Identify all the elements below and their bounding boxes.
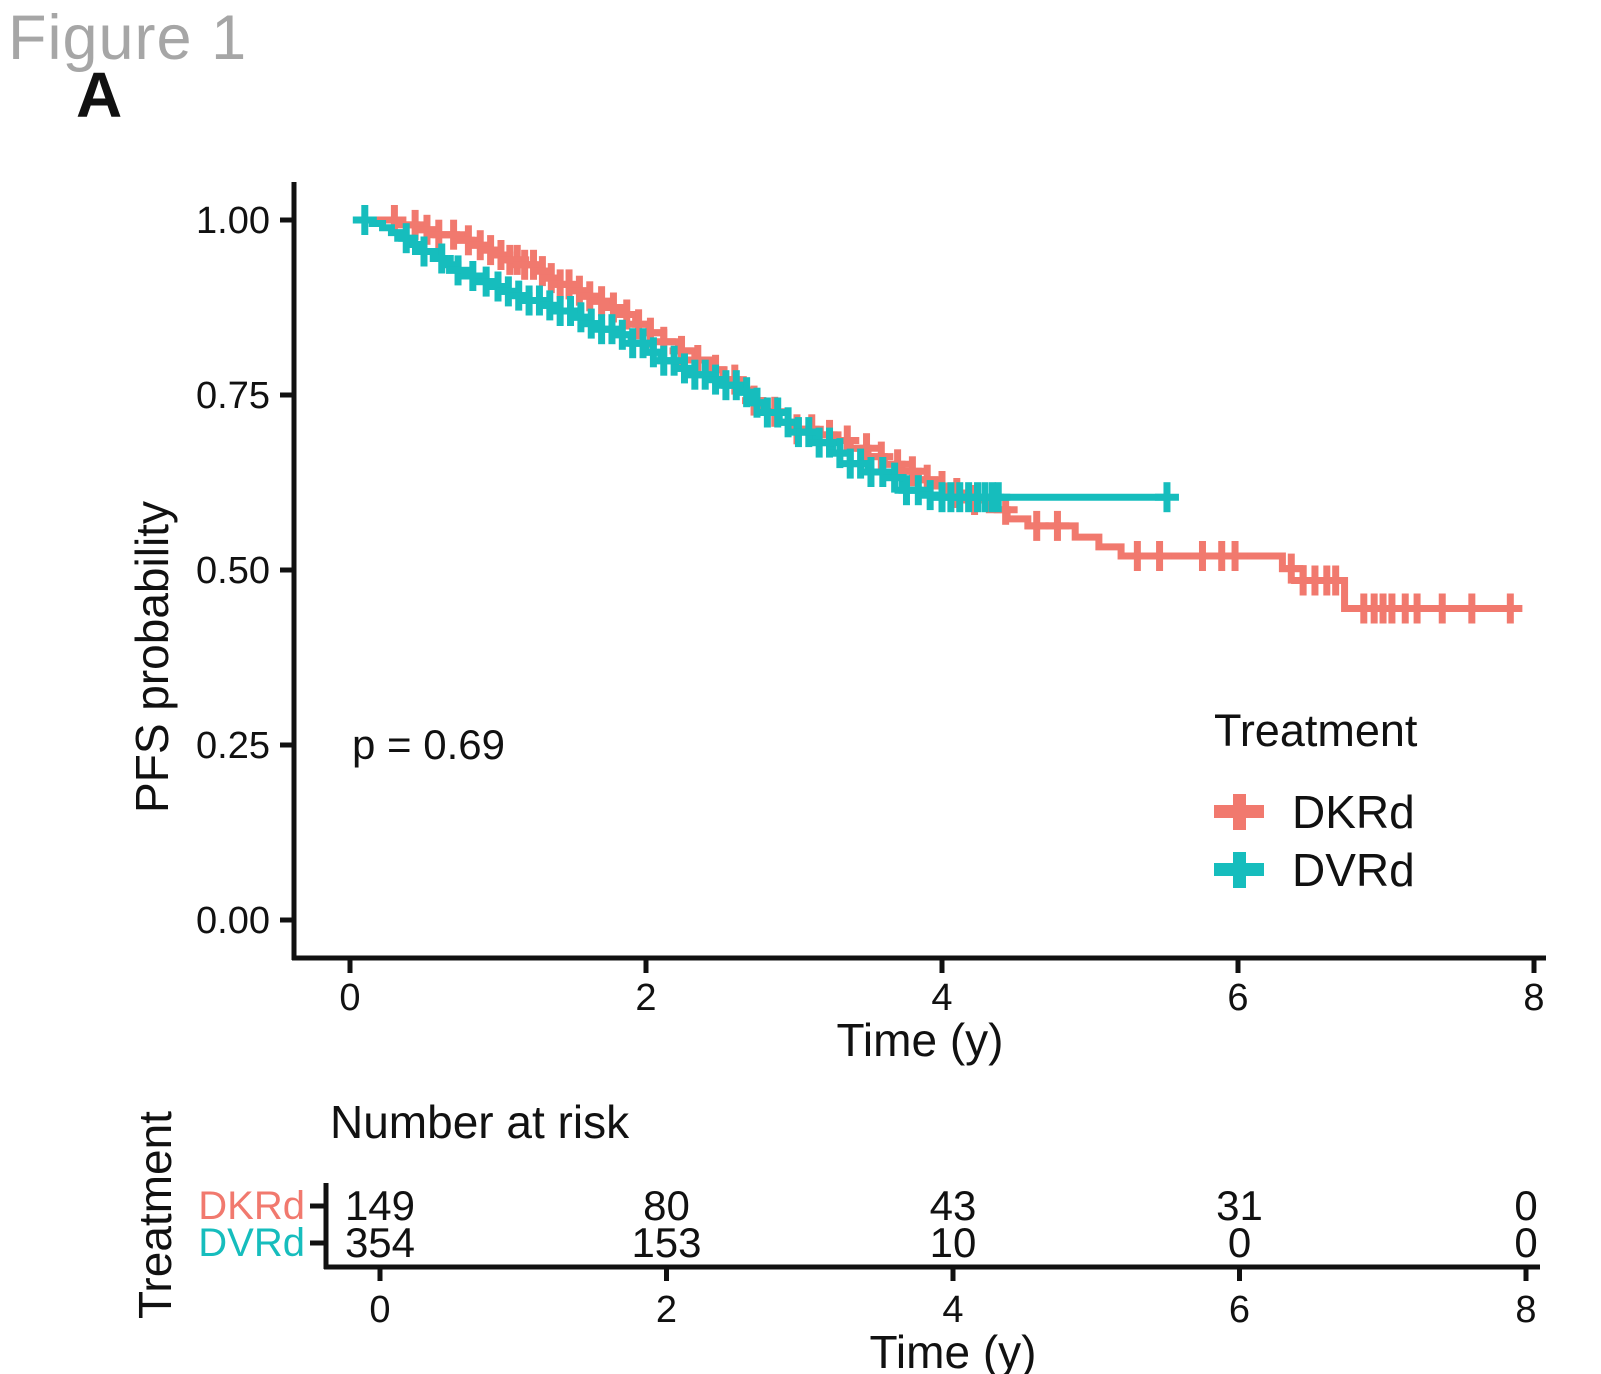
risk-table-axis-label: Treatment <box>129 1111 181 1319</box>
figure-title: Figure 1 <box>8 3 248 73</box>
x-tick-label: 8 <box>1523 977 1544 1019</box>
x-axis-title: Time (y) <box>836 1014 1004 1066</box>
y-tick-label: 1.00 <box>196 200 270 242</box>
risk-count-dkrd: 43 <box>930 1182 977 1229</box>
x-tick-label: 6 <box>1227 977 1248 1019</box>
risk-x-tick-label: 2 <box>656 1289 677 1331</box>
y-tick-label: 0.50 <box>196 550 270 592</box>
y-tick-label: 0.75 <box>196 375 270 417</box>
dvrd-plus-marker-icon <box>1214 852 1264 888</box>
x-tick-label: 4 <box>931 977 952 1019</box>
risk-x-tick-label: 4 <box>942 1289 963 1331</box>
y-tick-label: 0.25 <box>196 725 270 767</box>
risk-count-dkrd: 0 <box>1514 1182 1537 1229</box>
p-value-annotation: p = 0.69 <box>352 721 505 768</box>
risk-count-dkrd: 80 <box>643 1182 690 1229</box>
risk-row-label-dvrd: DVRd <box>198 1221 305 1265</box>
dkrd-plus-marker-icon <box>1214 794 1264 830</box>
risk-count-dvrd: 0 <box>1228 1219 1251 1266</box>
risk-count-dkrd: 31 <box>1216 1182 1263 1229</box>
risk-row-label-dkrd: DKRd <box>198 1184 305 1228</box>
risk-x-tick-label: 8 <box>1515 1289 1536 1331</box>
panel-label: A <box>76 59 123 131</box>
risk-table-title: Number at risk <box>330 1096 630 1148</box>
risk-count-dvrd: 10 <box>930 1219 977 1266</box>
legend-label-dvrd: DVRd <box>1292 844 1415 896</box>
x-tick-label: 2 <box>635 977 656 1019</box>
x-tick-label: 0 <box>339 977 360 1019</box>
y-tick-label: 0.00 <box>196 900 270 942</box>
risk-count-dkrd: 149 <box>345 1182 415 1229</box>
legend-entry-dkrd: DKRd <box>1214 783 1544 841</box>
risk-count-dvrd: 0 <box>1514 1219 1537 1266</box>
risk-x-tick-label: 6 <box>1229 1289 1250 1331</box>
risk-count-dvrd: 354 <box>345 1219 415 1266</box>
km-curve-dvrd <box>357 216 1167 501</box>
legend-title: Treatment <box>1214 705 1418 756</box>
risk-x-tick-label: 0 <box>369 1289 390 1331</box>
legend-label-dkrd: DKRd <box>1292 786 1415 838</box>
y-axis-title: PFS probability <box>126 501 178 813</box>
legend-entry-dvrd: DVRd <box>1214 841 1544 899</box>
risk-count-dvrd: 153 <box>631 1219 701 1266</box>
legend: Treatment DKRd DVRd <box>1214 705 1544 899</box>
risk-table-x-axis-title: Time (y) <box>869 1326 1037 1374</box>
